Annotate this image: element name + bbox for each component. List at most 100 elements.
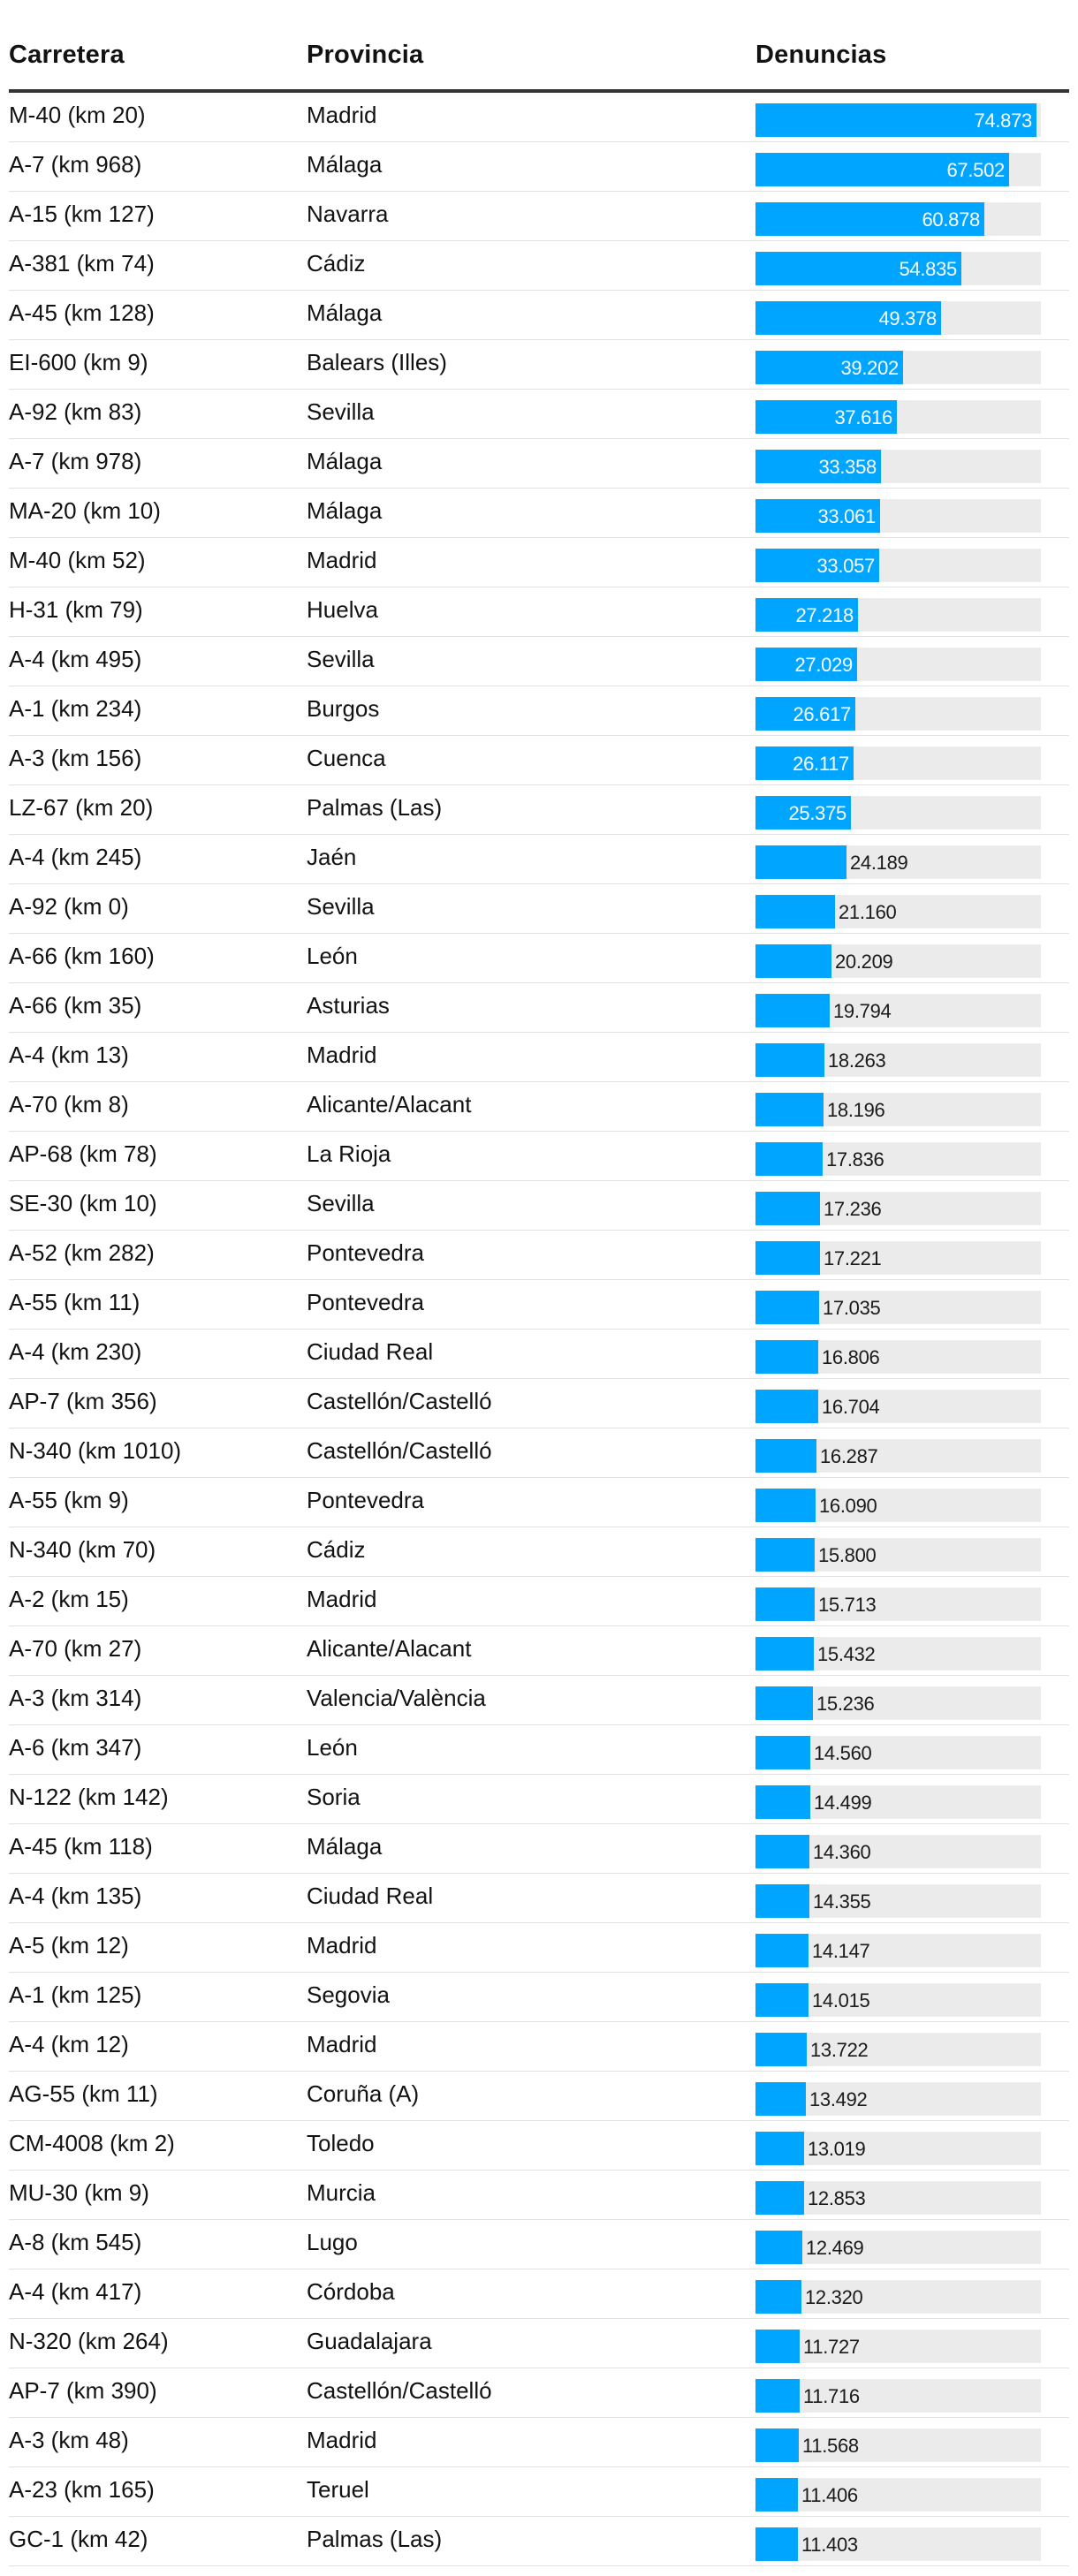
road-name: MA-20 (km 10) [9,497,161,524]
road-name: LZ-67 (km 20) [9,794,154,821]
bar [755,1686,813,1720]
bar [755,549,879,582]
province-name: Alicante/Alacant [307,1635,472,1662]
table-row: A-4 (km 13) Madrid 18.263 [9,1033,1069,1082]
bar-value-label: 11.403 [801,2534,858,2556]
table-row: A-70 (km 27) Alicante/Alacant 15.432 [9,1626,1069,1676]
province-name: León [307,1734,358,1761]
bar-track: 19.794 [755,994,1041,1027]
table-row: A-1 (km 125) Segovia 14.015 [9,1973,1069,2022]
province-name: Ciudad Real [307,1883,434,1909]
table-row: A-45 (km 128) Málaga 49.378 [9,291,1069,340]
bar [755,301,941,335]
bar [755,845,846,879]
bar [755,2527,798,2561]
road-name: A-381 (km 74) [9,250,155,277]
road-name: A-92 (km 0) [9,893,129,920]
province-name: Pontevedra [307,1487,424,1513]
bar [755,2082,806,2116]
province-name: Málaga [307,299,383,326]
road-name: A-4 (km 230) [9,1338,142,1365]
road-name: N-340 (km 70) [9,1536,156,1563]
bar-value-label: 15.236 [816,1693,875,1715]
road-name: AG-55 (km 11) [9,2080,158,2107]
province-name: Málaga [307,448,383,474]
road-name: A-4 (km 245) [9,844,142,870]
bar [755,1538,815,1572]
bar-value-label: 74.873 [974,110,1033,132]
bar-track: 18.263 [755,1043,1041,1077]
bar-track: 16.090 [755,1489,1041,1522]
road-name: A-1 (km 125) [9,1981,142,2008]
province-name: Pontevedra [307,1239,424,1266]
bar [755,1983,808,2017]
table-row: A-3 (km 48) Madrid 11.568 [9,2418,1069,2467]
bar-track: 12.320 [755,2280,1041,2314]
road-name: AP-7 (km 390) [9,2377,157,2404]
bar [755,1884,809,1918]
bar-track: 27.029 [755,648,1041,681]
road-name: A-4 (km 135) [9,1883,142,1909]
province-name: Sevilla [307,893,375,920]
bar-track: 14.355 [755,1884,1041,1918]
table-row: H-31 (km 79) Huelva 27.218 [9,587,1069,637]
bar [755,153,1009,186]
bar-track: 16.287 [755,1439,1041,1473]
bar-value-label: 60.878 [922,208,981,231]
province-name: León [307,943,358,969]
bar-track: 33.057 [755,549,1041,582]
province-name: Valencia/València [307,1685,486,1711]
bar [755,2478,798,2512]
bar-track: 11.403 [755,2527,1041,2561]
bar [755,499,880,533]
bar [755,1043,824,1077]
province-name: Málaga [307,151,383,178]
road-name: A-7 (km 968) [9,151,142,178]
province-name: Castellón/Castelló [307,1437,492,1464]
road-name: A-55 (km 9) [9,1487,129,1513]
bar [755,450,881,483]
road-name: N-340 (km 1010) [9,1437,182,1464]
road-name: AP-68 (km 78) [9,1140,157,1167]
bar-value-label: 54.835 [899,258,958,280]
road-name: A-4 (km 417) [9,2278,142,2305]
table-row: MA-20 (km 10) Málaga 33.061 [9,489,1069,538]
road-name: M-40 (km 20) [9,102,146,128]
province-name: Toledo [307,2130,375,2156]
bar-value-label: 67.502 [946,159,1006,181]
bar-track: 17.035 [755,1291,1041,1324]
table-row: A-5 (km 12) Madrid 14.147 [9,1923,1069,1973]
province-name: Alicante/Alacant [307,1091,472,1118]
bar-value-label: 11.716 [803,2385,860,2407]
bar [755,598,858,632]
bar [755,2231,802,2264]
province-name: Sevilla [307,1190,375,1216]
bar-track: 13.019 [755,2132,1041,2165]
bar-value-label: 21.160 [839,901,897,923]
bar-track: 15.800 [755,1538,1041,1572]
bar-value-label: 37.616 [834,406,893,428]
table-row: A-4 (km 245) Jaén 24.189 [9,835,1069,884]
province-name: Guadalajara [307,2328,432,2354]
province-name: Cádiz [307,250,366,277]
bar [755,796,851,830]
bar [755,1340,818,1374]
province-name: La Rioja [307,1140,391,1167]
bar-track: 17.836 [755,1142,1041,1176]
bar [755,1390,818,1423]
road-name: H-31 (km 79) [9,596,143,623]
bar-track: 74.873 [755,103,1041,137]
bar-value-label: 24.189 [850,852,908,874]
bar [755,2033,807,2066]
bar [755,2132,804,2165]
bar [755,1192,820,1225]
road-name: A-15 (km 127) [9,201,155,227]
table-row: A-70 (km 8) Alicante/Alacant 18.196 [9,1082,1069,1132]
table-row: A-45 (km 118) Málaga 14.360 [9,1824,1069,1874]
bar [755,895,835,928]
bar-value-label: 27.218 [795,604,854,626]
bar [755,1785,810,1819]
bar-value-label: 14.147 [812,1940,870,1962]
bar-track: 15.713 [755,1587,1041,1621]
road-name: GC-1 (km 42) [9,2526,148,2552]
